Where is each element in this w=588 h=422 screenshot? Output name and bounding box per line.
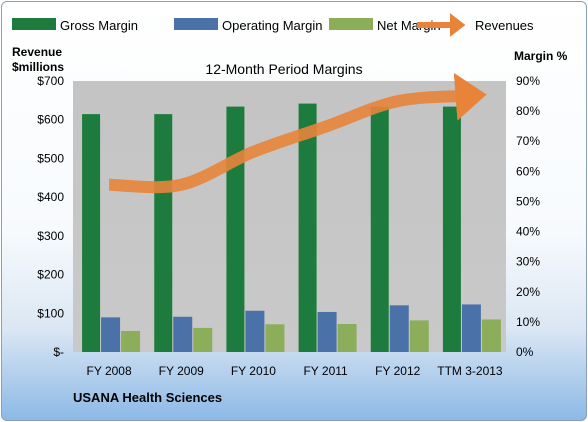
right-tick-label: 0%: [516, 345, 534, 359]
category-label: FY 2012: [375, 364, 420, 378]
revenues-line: [108, 72, 487, 194]
category-label: TTM 3-2013: [437, 364, 503, 378]
bar-gross-margin-1: [154, 114, 173, 352]
bar-net-margin-0: [121, 330, 141, 352]
bar-gross-margin-3: [298, 103, 317, 352]
bar-net-margin-5: [481, 319, 501, 352]
right-tick-label: 20%: [516, 285, 540, 299]
left-tick-label: $300: [37, 229, 64, 243]
right-tick-label: 50%: [516, 194, 540, 208]
right-axis-title: Margin %: [514, 49, 568, 63]
plot-area: [73, 81, 506, 352]
bar-gross-margin-5: [442, 106, 461, 352]
legend-label-revenues: Revenues: [475, 18, 534, 33]
right-tick-label: 10%: [516, 315, 540, 329]
bar-net-margin-1: [193, 327, 213, 352]
left-axis-title-line2: $millions: [12, 60, 64, 74]
legend-swatch-operating-margin: [174, 18, 218, 30]
left-tick-label: $600: [37, 113, 64, 127]
left-axis-title-line1: Revenue: [12, 45, 62, 59]
left-tick-label: $-: [53, 345, 64, 359]
bar-operating-margin-4: [389, 305, 409, 352]
bar-operating-margin-3: [317, 311, 337, 352]
bar-operating-margin-5: [461, 304, 481, 352]
category-label: FY 2011: [303, 364, 348, 378]
bar-operating-margin-0: [101, 317, 121, 352]
left-tick-label: $100: [37, 306, 64, 320]
right-tick-label: 80%: [516, 104, 540, 118]
right-tick-label: 40%: [516, 225, 540, 239]
chart-legend: Gross Margin Operating Margin Net Margin Re…: [12, 13, 534, 37]
legend-swatch-net-margin: [329, 18, 373, 30]
bar-gross-margin-2: [226, 106, 245, 352]
bar-net-margin-4: [409, 320, 429, 352]
right-tick-label: 70%: [516, 134, 540, 148]
right-tick-label: 60%: [516, 164, 540, 178]
plot-title: 12-Month Period Margins: [205, 61, 362, 77]
left-tick-label: $700: [37, 74, 64, 88]
legend-swatch-gross-margin: [12, 18, 56, 30]
left-tick-label: $500: [37, 151, 64, 165]
legend-label-gross-margin: Gross Margin: [60, 18, 138, 33]
bar-gross-margin-0: [82, 114, 101, 352]
bar-net-margin-2: [265, 324, 285, 352]
bar-operating-margin-2: [245, 310, 265, 352]
legend-label-net-margin: Net Margin: [377, 18, 441, 33]
bar-net-margin-3: [337, 323, 357, 352]
category-label: FY 2008: [87, 364, 132, 378]
left-tick-label: $200: [37, 268, 64, 282]
bar-gross-margin-4: [370, 106, 389, 352]
bar-operating-margin-1: [173, 316, 193, 352]
right-tick-label: 30%: [516, 255, 540, 269]
left-tick-label: $400: [37, 190, 64, 204]
category-label: FY 2010: [231, 364, 276, 378]
category-label: FY 2009: [159, 364, 204, 378]
company-name: USANA Health Sciences: [73, 390, 222, 405]
legend-label-operating-margin: Operating Margin: [222, 18, 322, 33]
right-tick-label: 90%: [516, 74, 540, 88]
